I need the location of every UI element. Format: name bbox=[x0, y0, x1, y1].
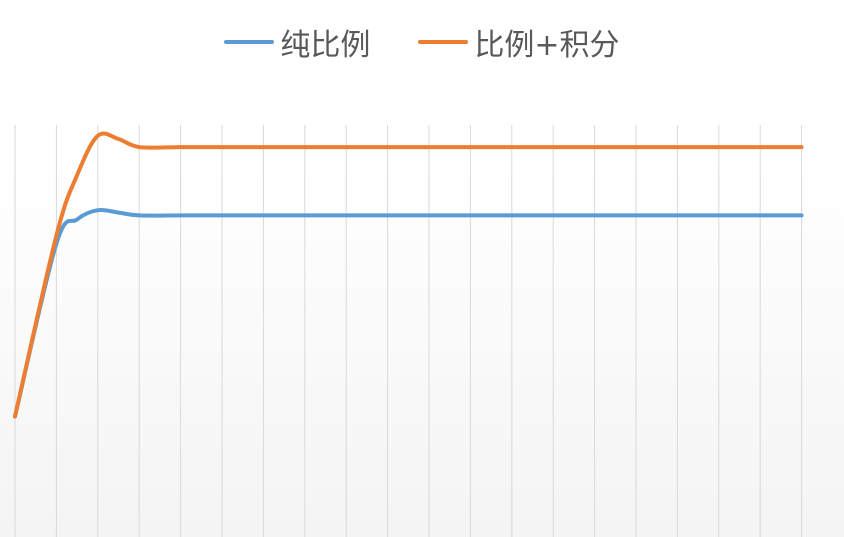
legend-swatch-proportional bbox=[224, 40, 275, 44]
series-line-proportional-integral bbox=[13, 131, 804, 419]
legend-swatch-proportional-integral bbox=[418, 40, 469, 44]
legend-entry-proportional-integral: 比例+积分 bbox=[418, 20, 620, 64]
legend: 纯比例 比例+积分 bbox=[0, 20, 844, 64]
series-lines bbox=[13, 131, 804, 419]
legend-entry-proportional: 纯比例 bbox=[224, 20, 370, 64]
gridlines bbox=[14, 125, 803, 537]
legend-label-proportional: 纯比例 bbox=[280, 28, 371, 63]
legend-label-proportional-integral: 比例+积分 bbox=[474, 28, 620, 63]
series-line-proportional bbox=[13, 207, 804, 419]
